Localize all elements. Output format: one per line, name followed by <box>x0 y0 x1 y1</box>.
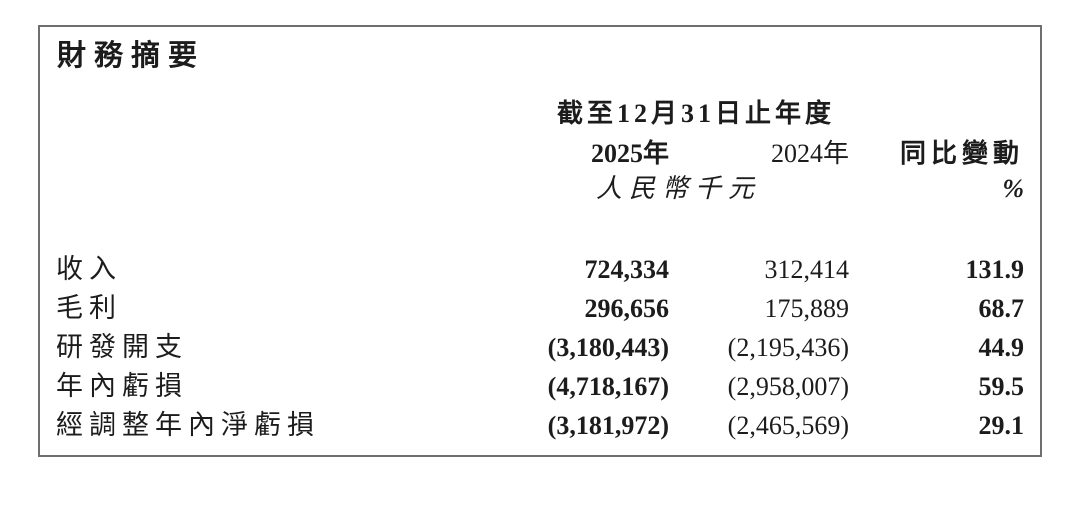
column-header-change: 同比變動 <box>899 139 1024 168</box>
value-2025: 724,334 <box>584 255 670 284</box>
table-body: 收入 724,334 312,414 131.9 毛利 296,656 175,… <box>56 250 1024 445</box>
row-label: 收入 <box>56 254 122 284</box>
value-change: 68.7 <box>978 294 1025 323</box>
value-change: 59.5 <box>978 372 1025 401</box>
section-title: 財務摘要 <box>57 40 206 72</box>
value-2025: (3,180,443) <box>547 333 669 362</box>
column-header-2024: 2024年 <box>770 139 849 168</box>
value-2024: (2,958,007) <box>727 372 849 401</box>
row-label: 年內虧損 <box>56 371 188 401</box>
table-row-rd-expenses: 研發開支 (3,180,443) (2,195,436) 44.9 <box>56 328 1024 367</box>
row-label: 毛利 <box>56 293 122 323</box>
row-label: 研發開支 <box>56 332 188 362</box>
table-row-adjusted-net-loss: 經調整年內淨虧損 (3,181,972) (2,465,569) 29.1 <box>56 406 1024 445</box>
unit-row: 人民幣千元 % <box>56 172 1024 206</box>
value-change: 44.9 <box>978 333 1025 362</box>
value-2024: (2,195,436) <box>727 333 849 362</box>
value-2024: 312,414 <box>764 255 850 284</box>
period-header: 截至12月31日止年度 <box>557 99 836 128</box>
row-label: 經調整年內淨虧損 <box>56 410 320 440</box>
table-row-gross-profit: 毛利 296,656 175,889 68.7 <box>56 289 1024 328</box>
table-row-revenue: 收入 724,334 312,414 131.9 <box>56 250 1024 289</box>
table-row-loss-for-year: 年內虧損 (4,718,167) (2,958,007) 59.5 <box>56 367 1024 406</box>
value-2025: 296,656 <box>584 294 670 323</box>
value-change: 131.9 <box>965 255 1025 284</box>
value-2024: (2,465,569) <box>727 411 849 440</box>
financial-summary-box: 財務摘要 截至12月31日止年度 2025年 2024年 同比變動 人民幣千元 … <box>38 25 1042 457</box>
currency-unit-label: 人民幣千元 <box>596 174 762 203</box>
column-header-row: 2025年 2024年 同比變動 <box>56 136 1024 172</box>
value-2025: (3,181,972) <box>547 411 669 440</box>
column-header-2025: 2025年 <box>590 139 669 168</box>
value-2024: 175,889 <box>764 294 850 323</box>
percent-unit-label: % <box>1002 174 1024 203</box>
value-2025: (4,718,167) <box>547 372 669 401</box>
value-change: 29.1 <box>978 411 1025 440</box>
